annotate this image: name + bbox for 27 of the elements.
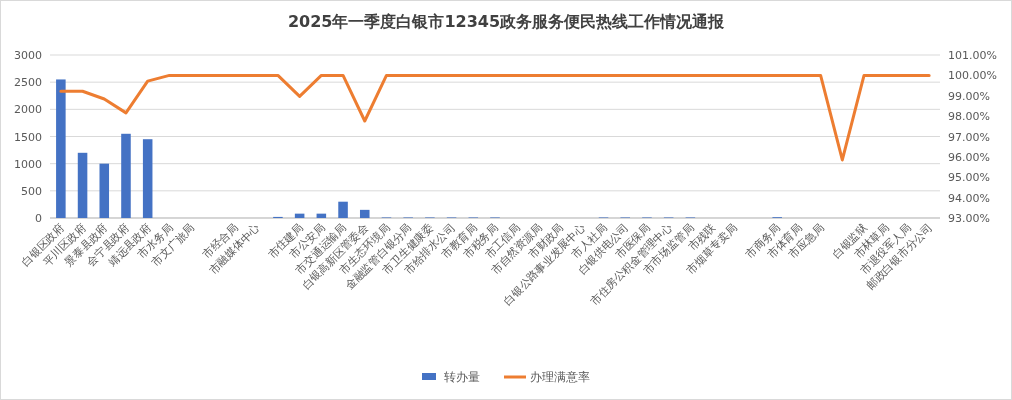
y2-tick-label: 97.00% [948,130,990,144]
chart-title: 2025年一季度白银市12345政务服务便民热线工作情况通报 [287,12,726,31]
y-tick-label: 3000 [14,49,42,62]
y2-tick-label: 93.00% [948,212,990,225]
y2-tick-label: 100.00% [948,69,997,83]
y2-tick-label: 98.00% [948,110,990,124]
bar [142,139,153,218]
y-tick-label: 0 [35,212,42,225]
bar [359,209,370,218]
legend-label: 转办量 [444,370,480,384]
y-tick-label: 2000 [14,103,42,117]
bar [121,133,131,218]
y-tick-label: 1000 [14,157,42,171]
y2-tick-label: 95.00% [948,171,990,185]
legend-label: 办理满意率 [530,370,590,384]
bar [56,79,66,218]
bar [338,201,348,218]
bar [77,152,88,218]
bar [99,163,110,218]
y2-tick-label: 94.00% [948,191,990,205]
y-tick-label: 2500 [14,76,42,90]
line-series [59,73,931,162]
y2-tick-label: 96.00% [948,150,990,164]
y-tick-label: 500 [21,184,42,198]
y-tick-label: 1500 [14,130,42,144]
y2-tick-label: 101.00% [948,49,997,62]
y2-tick-label: 99.00% [948,89,990,103]
